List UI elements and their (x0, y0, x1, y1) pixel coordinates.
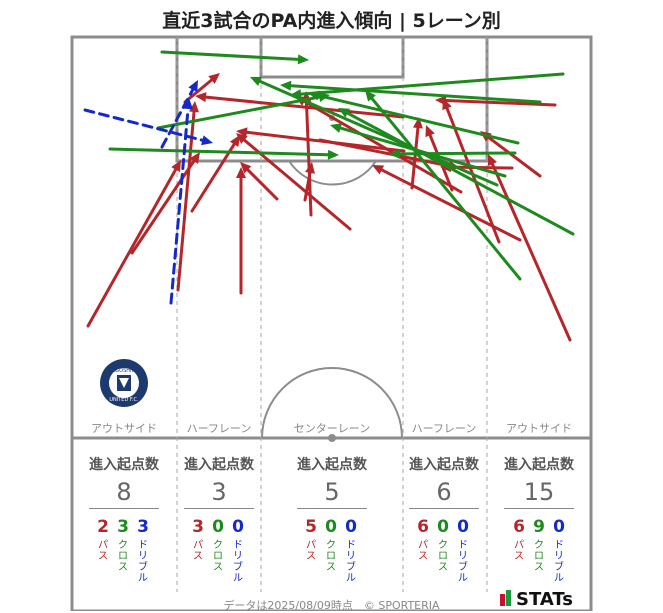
crest-text-top: KAGOSHIMA (109, 368, 140, 374)
cross-count: 3 (117, 517, 129, 537)
lane-stats-head: 進入起点数 (89, 457, 159, 473)
pass-arrow (240, 162, 279, 201)
cross-label: クロス (118, 540, 128, 573)
lane-stats-total: 8 (116, 478, 132, 506)
cross-arrow (280, 80, 542, 104)
lane-label-4: アウトサイド (506, 422, 572, 435)
cross-arrow (250, 76, 499, 187)
dribble-count: 0 (553, 517, 565, 537)
pass-arrow (372, 165, 522, 242)
penalty-arc (288, 160, 377, 186)
lane-stats-total: 3 (211, 478, 227, 506)
cross-label: クロス (326, 540, 336, 573)
lane-stats-head: 進入起点数 (504, 457, 574, 473)
club-crest-logo: KAGOSHIMA UNITED F.C. (100, 359, 148, 407)
lane-stats-total: 5 (324, 478, 340, 506)
cross-label: クロス (438, 540, 448, 573)
pass-arrow (190, 135, 240, 213)
lane-stats-head: 進入起点数 (409, 457, 479, 473)
dribble-arrow (160, 80, 198, 149)
pass-count: 6 (513, 517, 525, 537)
cross-label: クロス (213, 540, 223, 573)
cross-count: 0 (437, 517, 449, 537)
lane-stats-total: 6 (436, 478, 452, 506)
pass-arrow (86, 160, 181, 328)
dribble-count: 3 (137, 517, 149, 537)
pass-arrow (183, 73, 220, 104)
pass-arrow (303, 162, 315, 202)
pass-arrow (176, 101, 199, 292)
goal-area (259, 35, 405, 79)
lane-stats-total: 15 (523, 478, 555, 506)
pass-count: 2 (97, 517, 109, 537)
dribble-label: ドリブル (138, 540, 148, 584)
cross-count: 0 (325, 517, 337, 537)
cross-arrow (308, 90, 520, 145)
pass-arrow (487, 154, 572, 342)
lane-label-2: センターレーン (294, 422, 370, 435)
pass-label: パス (514, 540, 524, 562)
center-circle-arc (261, 367, 403, 439)
cross-arrow (160, 50, 309, 65)
dribble-label: ドリブル (346, 540, 356, 584)
crest-text-bottom: UNITED F.C. (109, 397, 139, 403)
pass-label: パス (98, 540, 108, 562)
cross-arrow (108, 147, 339, 160)
dribble-count: 0 (232, 517, 244, 537)
pass-arrow (236, 133, 352, 231)
footer-credit: データは2025/08/09時点 © SPORTERIA (223, 599, 440, 612)
dribble-count: 0 (457, 517, 469, 537)
cross-arrow (365, 90, 522, 281)
dribble-label: ドリブル (458, 540, 468, 584)
chart-title: 直近3試合のPA内進入傾向 | 5レーン別 (162, 10, 501, 32)
center-spot (328, 434, 336, 442)
arrows-layer (83, 50, 575, 342)
pass-count: 3 (192, 517, 204, 537)
cross-arrow (338, 108, 575, 236)
lane-labels: アウトサイド ハーフレーン センターレーン ハーフレーン アウトサイド (91, 422, 572, 435)
pass-label: パス (306, 540, 316, 562)
pass-arrow (195, 92, 405, 119)
lane-label-0: アウトサイド (91, 422, 157, 435)
lane-label-3: ハーフレーン (412, 422, 477, 435)
lane-label-1: ハーフレーン (187, 422, 252, 435)
cross-count: 0 (212, 517, 224, 537)
stats-logo-text: STATs (516, 589, 573, 610)
dribble-arrow (169, 98, 194, 305)
cross-label: クロス (534, 540, 544, 573)
stats-logo: STATs (500, 589, 573, 610)
lane-stats-head: 進入起点数 (297, 457, 367, 473)
pass-count: 5 (305, 517, 317, 537)
dribble-label: ドリブル (233, 540, 243, 584)
dribble-label: ドリブル (554, 540, 564, 584)
pass-label: パス (193, 540, 203, 562)
pass-arrow (435, 95, 557, 107)
lane-stats-head: 進入起点数 (184, 457, 254, 473)
pass-arrow (236, 167, 246, 295)
pass-count: 6 (417, 517, 429, 537)
cross-count: 9 (533, 517, 545, 537)
dribble-arrow (83, 108, 213, 146)
dribble-count: 0 (345, 517, 357, 537)
pass-label: パス (418, 540, 428, 562)
